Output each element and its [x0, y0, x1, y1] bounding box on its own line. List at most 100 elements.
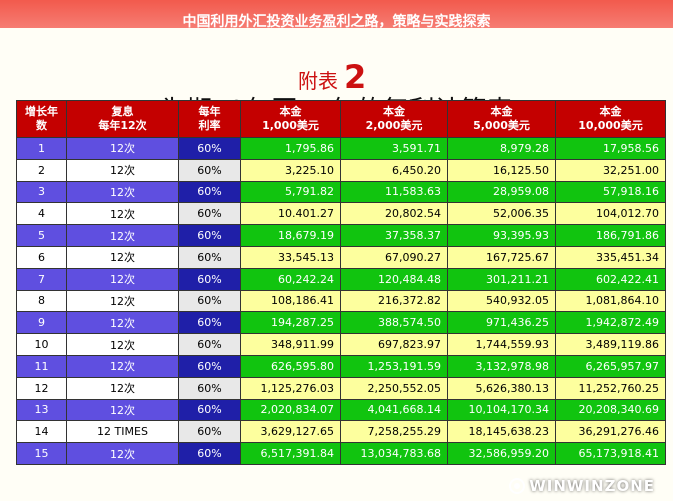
cell-principal-1000: 2,020,834.07: [240, 398, 341, 422]
cell-year: 4: [16, 202, 67, 226]
cell-principal-2000: 2,250,552.05: [340, 376, 448, 400]
cell-year: 8: [16, 289, 67, 313]
cell-rate: 60%: [178, 137, 241, 160]
cell-year: 3: [16, 180, 67, 204]
header-year: 增长年数: [16, 100, 67, 138]
appendix-text: 附表: [298, 69, 338, 93]
cell-rate: 60%: [178, 158, 241, 182]
appendix-number: 2: [344, 58, 367, 96]
cell-principal-2000: 37,358.37: [340, 224, 448, 247]
cell-principal-2000: 120,484.48: [340, 267, 448, 291]
cell-frequency: 12次: [66, 158, 179, 182]
table-row: 2 12次 60% 3,225.10 6,450.20 16,125.50 32,251.0…: [16, 158, 666, 182]
appendix-label: 附表 2: [298, 58, 366, 96]
cell-principal-5000: 10,104,170.34: [447, 398, 556, 422]
cell-rate: 60%: [178, 420, 241, 444]
cell-frequency: 12次: [66, 245, 179, 269]
cell-principal-5000: 16,125.50: [447, 158, 556, 182]
cell-year: 5: [16, 224, 67, 247]
cell-year: 13: [16, 398, 67, 422]
header-principal-1000: 本金 1,000美元: [240, 100, 341, 138]
table-row: 9 12次 60% 194,287.25 388,574.50 971,436.25 1,9…: [16, 311, 666, 335]
cell-principal-5000: 32,586,959.20: [447, 442, 556, 465]
cell-rate: 60%: [178, 311, 241, 335]
cell-principal-2000: 20,802.54: [340, 202, 448, 226]
cell-principal-1000: 10.401.27: [240, 202, 341, 226]
header-principal-5000: 本金 5,000美元: [447, 100, 556, 138]
cell-principal-2000: 11,583.63: [340, 180, 448, 204]
cell-principal-2000: 6,450.20: [340, 158, 448, 182]
cell-principal-1000: 194,287.25: [240, 311, 341, 335]
cell-principal-5000: 540,932.05: [447, 289, 556, 313]
cell-principal-1000: 108,186.41: [240, 289, 341, 313]
cell-principal-2000: 67,090.27: [340, 245, 448, 269]
cell-principal-10000: 36,291,276.46: [555, 420, 666, 444]
table-row: 11 12次 60% 626,595.80 1,253,191.59 3,132,978.…: [16, 354, 666, 378]
cell-rate: 60%: [178, 267, 241, 291]
watermark-text: WINWINZONE: [529, 477, 655, 495]
cell-rate: 60%: [178, 245, 241, 269]
cell-rate: 60%: [178, 289, 241, 313]
cell-principal-10000: 1,081,864.10: [555, 289, 666, 313]
cell-principal-5000: 8,979.28: [447, 137, 556, 160]
cell-principal-1000: 60,242.24: [240, 267, 341, 291]
table-row: 15 12次 60% 6,517,391.84 13,034,783.68 32,586,…: [16, 442, 666, 465]
cell-principal-5000: 93,395.93: [447, 224, 556, 247]
cell-principal-2000: 216,372.82: [340, 289, 448, 313]
cell-principal-1000: 3,225.10: [240, 158, 341, 182]
cell-year: 9: [16, 311, 67, 335]
cell-principal-10000: 104,012.70: [555, 202, 666, 226]
cell-principal-2000: 7,258,255.29: [340, 420, 448, 444]
cell-principal-5000: 52,006.35: [447, 202, 556, 226]
cell-principal-5000: 301,211.21: [447, 267, 556, 291]
cell-principal-2000: 3,591.71: [340, 137, 448, 160]
cell-principal-5000: 28,959.08: [447, 180, 556, 204]
cell-frequency: 12次: [66, 398, 179, 422]
cell-principal-10000: 186,791.86: [555, 224, 666, 247]
cell-principal-1000: 6,517,391.84: [240, 442, 341, 465]
cell-rate: 60%: [178, 224, 241, 247]
cell-principal-1000: 18,679.19: [240, 224, 341, 247]
cell-principal-2000: 697,823.97: [340, 333, 448, 356]
table-row: 4 12次 60% 10.401.27 20,802.54 52,006.35 104,01…: [16, 202, 666, 226]
table-row: 12 12次 60% 1,125,276.03 2,250,552.05 5,626,38…: [16, 376, 666, 400]
table-row: 10 12次 60% 348,911.99 697,823.97 1,744,559.93…: [16, 333, 666, 356]
cell-principal-10000: 11,252,760.25: [555, 376, 666, 400]
cell-frequency: 12次: [66, 180, 179, 204]
cell-principal-5000: 3,132,978.98: [447, 354, 556, 378]
cell-principal-10000: 20,208,340.69: [555, 398, 666, 422]
cell-principal-10000: 335,451.34: [555, 245, 666, 269]
cell-frequency: 12次: [66, 202, 179, 226]
cell-year: 1: [16, 137, 67, 160]
watermark: WINWINZONE: [509, 477, 655, 495]
cell-frequency: 12次: [66, 442, 179, 465]
cell-frequency: 12次: [66, 289, 179, 313]
cell-principal-5000: 1,744,559.93: [447, 333, 556, 356]
cell-principal-10000: 65,173,918.41: [555, 442, 666, 465]
cell-frequency: 12次: [66, 137, 179, 160]
cell-principal-5000: 167,725.67: [447, 245, 556, 269]
watermark-logo-icon: [509, 478, 526, 494]
cell-frequency: 12次: [66, 311, 179, 335]
cell-year: 10: [16, 333, 67, 356]
table-row: 14 12 TIMES 60% 3,629,127.65 7,258,255.29 18,…: [16, 420, 666, 444]
cell-frequency: 12次: [66, 224, 179, 247]
cell-rate: 60%: [178, 202, 241, 226]
cell-year: 12: [16, 376, 67, 400]
cell-principal-1000: 1,125,276.03: [240, 376, 341, 400]
cell-principal-2000: 13,034,783.68: [340, 442, 448, 465]
header-row: 增长年数 复息 每年12次 每年 利率 本金 1,000美元 本金 2,000美元 本金…: [16, 100, 666, 138]
cell-rate: 60%: [178, 333, 241, 356]
cell-principal-2000: 388,574.50: [340, 311, 448, 335]
cell-principal-10000: 3,489,119.86: [555, 333, 666, 356]
table-row: 5 12次 60% 18,679.19 37,358.37 93,395.93 186,79…: [16, 224, 666, 247]
cell-rate: 60%: [178, 376, 241, 400]
cell-principal-10000: 1,942,872.49: [555, 311, 666, 335]
cell-principal-1000: 33,545.13: [240, 245, 341, 269]
header-principal-2000: 本金 2,000美元: [340, 100, 448, 138]
cell-principal-5000: 971,436.25: [447, 311, 556, 335]
table-row: 7 12次 60% 60,242.24 120,484.48 301,211.21 602,…: [16, 267, 666, 291]
table-row: 13 12次 60% 2,020,834.07 4,041,668.14 10,104,1…: [16, 398, 666, 422]
cell-principal-10000: 602,422.41: [555, 267, 666, 291]
cell-year: 11: [16, 354, 67, 378]
